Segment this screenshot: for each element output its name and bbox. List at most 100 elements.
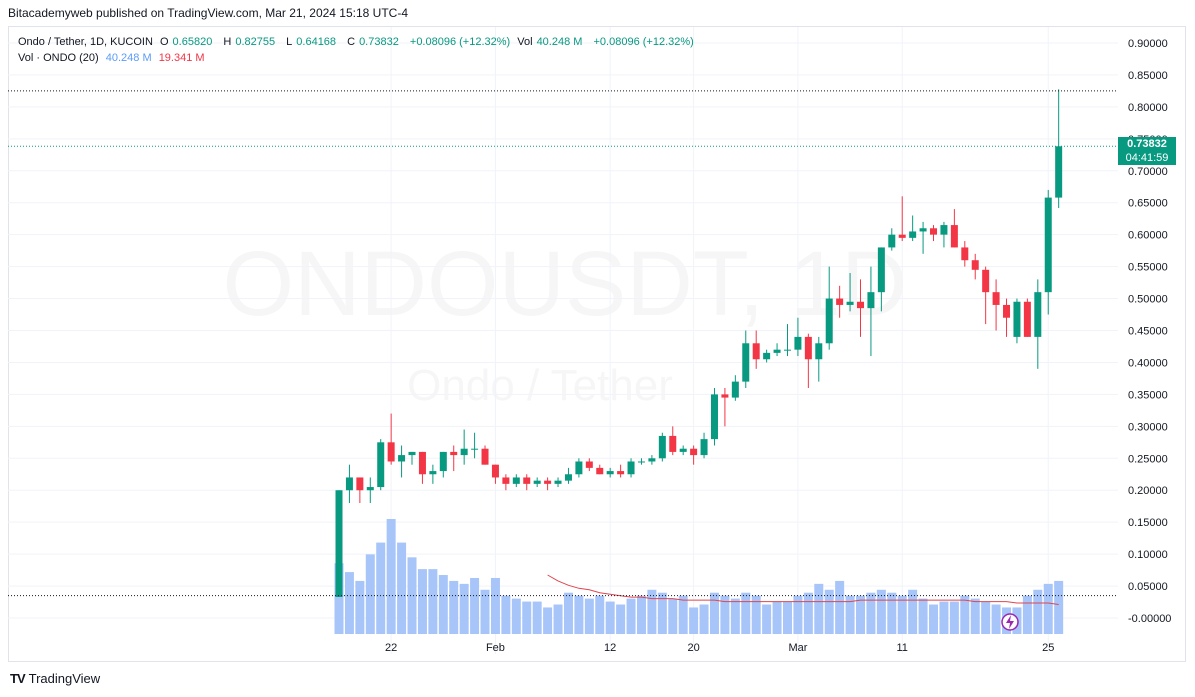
volume-bar <box>793 595 803 634</box>
volume-bar <box>626 598 636 634</box>
candle-body <box>961 247 969 261</box>
volume-bar <box>584 598 594 634</box>
volume-bar <box>1043 583 1053 634</box>
candle-body <box>992 292 1000 305</box>
candle-body <box>679 448 687 452</box>
candle-body <box>450 451 458 456</box>
volume-bar <box>397 542 407 634</box>
candle-body <box>867 292 875 309</box>
candle-body <box>471 448 479 450</box>
y-tick-label: 0.25000 <box>1128 453 1168 465</box>
volume-bar <box>949 601 959 634</box>
candle-body <box>408 451 416 456</box>
candle-body <box>523 477 531 484</box>
volume-bar <box>730 598 740 634</box>
legend-symbol[interactable]: Ondo / Tether, 1D, KUCOIN <box>18 36 153 48</box>
close-value: 0.73832 <box>359 36 399 48</box>
candle-body <box>804 336 812 360</box>
volume-bar <box>355 580 365 634</box>
candle-down <box>669 426 677 456</box>
candle-body <box>544 480 552 484</box>
vol-label: Vol <box>517 36 533 48</box>
x-tick-label: 22 <box>385 642 397 654</box>
volume-ma-path <box>547 574 1059 605</box>
candle-up <box>1034 279 1042 369</box>
volume-bar <box>522 601 532 634</box>
y-tick-label: 0.15000 <box>1128 517 1168 529</box>
volume-bar <box>1033 589 1043 634</box>
vol-ma-value: 19.341 M <box>158 52 205 64</box>
candle-up <box>940 221 948 248</box>
volume-bar <box>845 595 855 634</box>
candle-up <box>471 432 479 459</box>
y-tick-label: 0.45000 <box>1128 326 1168 338</box>
candle-down <box>690 445 698 465</box>
candle-up <box>335 490 343 597</box>
candle-body <box>710 394 718 440</box>
candle-up <box>742 330 750 389</box>
y-tick-label: 0.80000 <box>1128 102 1168 114</box>
candle-body <box>418 451 426 475</box>
vol-indicator-label[interactable]: Vol · ONDO (20) <box>18 52 99 64</box>
y-tick-label: 0.05000 <box>1128 581 1168 593</box>
candle-body <box>794 336 802 350</box>
volume-bar <box>470 577 480 634</box>
y-tick-label: 0.70000 <box>1128 166 1168 178</box>
candle-up <box>606 467 614 478</box>
x-tick-label: 25 <box>1042 642 1054 654</box>
candle-up <box>919 221 927 254</box>
volume-bar <box>699 604 709 634</box>
candle-down <box>804 333 812 389</box>
candle-up <box>366 477 374 504</box>
candle-body <box>345 477 353 491</box>
volume-bar <box>887 592 897 634</box>
candle-down <box>898 196 906 242</box>
volume-bar <box>908 589 918 634</box>
candle-down <box>950 209 958 248</box>
candle-up <box>408 451 416 465</box>
candle-body <box>690 448 698 456</box>
candle-up <box>637 458 645 465</box>
candle-body <box>460 448 468 456</box>
candle-body <box>1055 146 1063 198</box>
candle-down <box>450 445 458 472</box>
candle-up <box>1044 189 1052 315</box>
candle-up <box>888 228 896 251</box>
volume-bar <box>647 589 657 634</box>
y-tick-label: 0.90000 <box>1128 38 1168 50</box>
candle-down <box>992 279 1000 331</box>
candle-up <box>731 375 739 401</box>
candle-body <box>398 455 406 462</box>
vol-change-value: +0.08096 (+12.32%) <box>593 36 694 48</box>
candle-up <box>773 343 781 357</box>
candle-body <box>763 352 771 360</box>
candle-body <box>773 349 781 353</box>
candle-down <box>971 253 979 280</box>
volume-bar <box>856 595 865 634</box>
x-tick-label: Feb <box>486 642 505 654</box>
volume-bar <box>814 583 824 634</box>
candle-up <box>377 439 385 491</box>
volume-bar <box>334 563 344 634</box>
volume-bar <box>1054 580 1064 634</box>
volume-bar <box>1022 595 1032 634</box>
high-label: H <box>223 36 232 48</box>
footer[interactable]: TV TradingView <box>10 671 100 686</box>
candle-body <box>491 464 499 478</box>
volume-bar <box>897 595 907 634</box>
x-tick-label: Mar <box>788 642 807 654</box>
candle-down <box>502 474 510 491</box>
volume-bar <box>918 598 928 634</box>
candle-down <box>961 241 969 267</box>
tradingview-logo-icon: TV <box>10 671 26 686</box>
candle-body <box>1023 301 1031 337</box>
volume-bar <box>344 572 354 634</box>
candle-down <box>617 464 625 478</box>
legend-volume: Vol · ONDO (20) 40.248 M 19.341 M <box>18 52 209 64</box>
volume-bar <box>970 598 980 634</box>
candle-up <box>460 429 468 465</box>
candle-body <box>356 477 364 491</box>
candle-body <box>700 439 708 456</box>
flash-icon[interactable] <box>1001 613 1019 631</box>
